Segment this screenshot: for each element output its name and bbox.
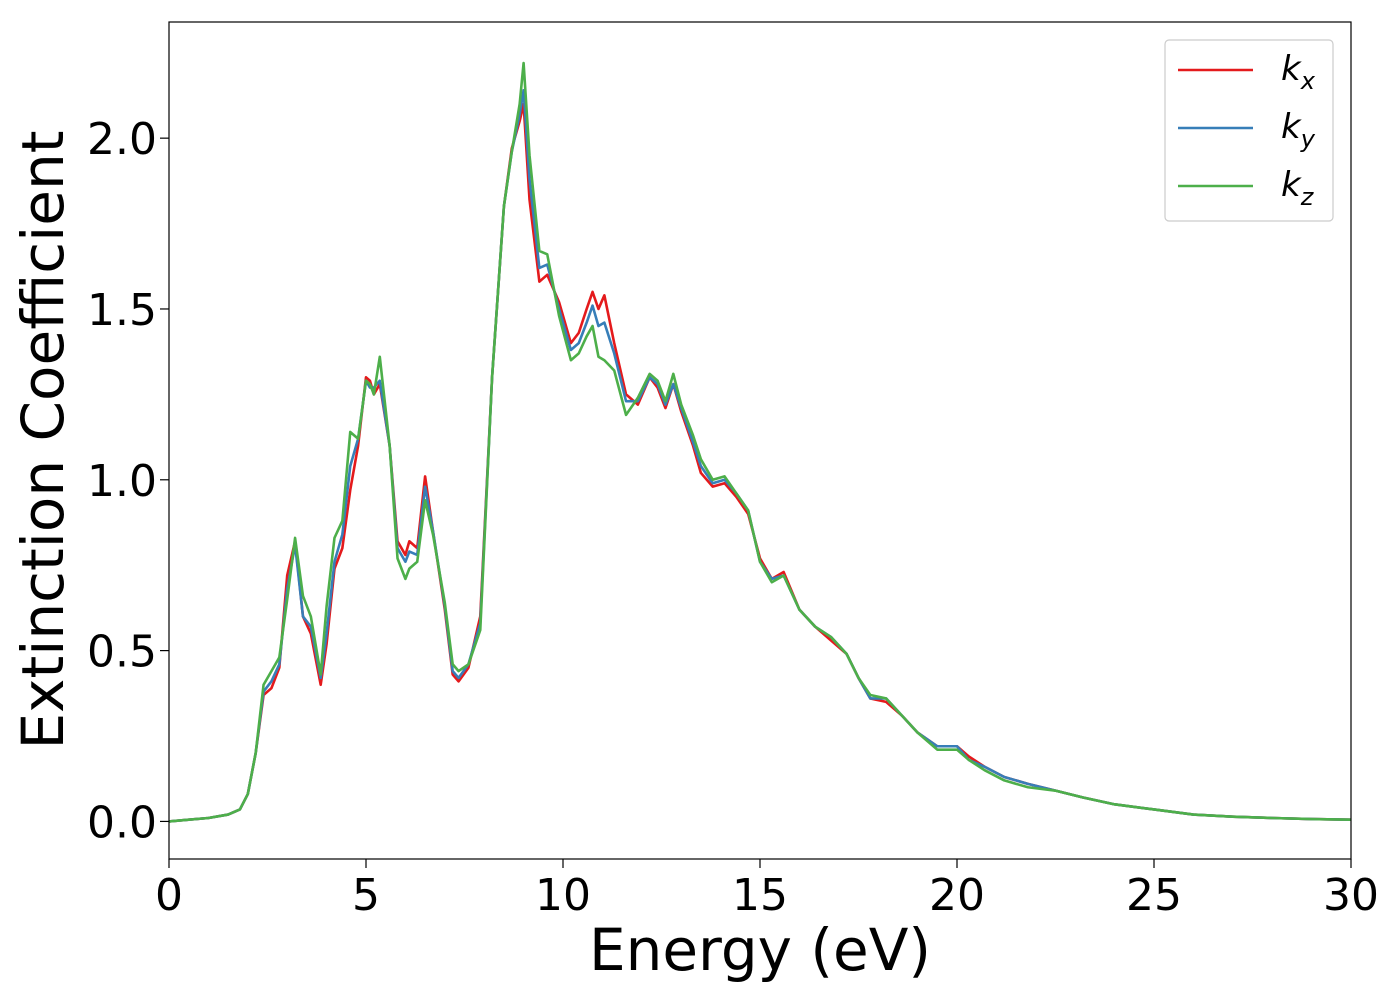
y-tick-label: 0.5 bbox=[87, 627, 157, 678]
y-tick-label: 0.0 bbox=[87, 797, 157, 848]
legend-box bbox=[1164, 39, 1334, 222]
x-axis-label: Energy (eV) bbox=[589, 916, 931, 984]
legend-label-z: kz bbox=[1281, 165, 1315, 211]
x-axis-ticks: 0 5 10 15 20 25 30 bbox=[155, 859, 1379, 921]
x-tick-label: 10 bbox=[535, 870, 591, 921]
x-tick-label: 5 bbox=[352, 870, 380, 921]
x-tick-label: 30 bbox=[1323, 870, 1379, 921]
legend-label-x: kx bbox=[1281, 49, 1316, 95]
x-tick-label: 25 bbox=[1126, 870, 1182, 921]
legend-label-y: ky bbox=[1281, 107, 1316, 153]
series-group bbox=[169, 61, 1351, 823]
x-tick-label: 15 bbox=[732, 870, 788, 921]
y-tick-label: 1.0 bbox=[87, 456, 157, 507]
x-tick-label: 20 bbox=[929, 870, 985, 921]
x-tick-label: 0 bbox=[155, 870, 183, 921]
series-line-z bbox=[169, 61, 1351, 823]
y-tick-label: 1.5 bbox=[87, 285, 157, 336]
legend: kx ky kz bbox=[1164, 39, 1334, 222]
y-axis-label: Extinction Coefficient bbox=[9, 131, 77, 750]
y-tick-label: 2.0 bbox=[87, 114, 157, 165]
y-axis-ticks: 0.0 0.5 1.0 1.5 2.0 bbox=[87, 114, 169, 848]
